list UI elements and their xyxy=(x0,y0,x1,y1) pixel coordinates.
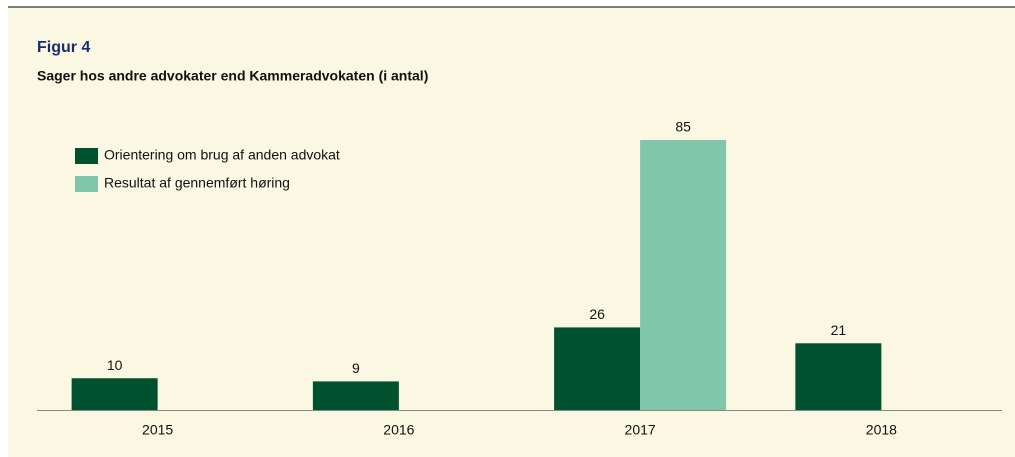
x-tick-label: 2018 xyxy=(866,422,897,438)
chart-title: Sager hos andre advokater end Kammeradvo… xyxy=(37,68,428,84)
legend-swatch xyxy=(75,148,98,164)
figure-label: Figur 4 xyxy=(37,39,90,56)
legend-swatch xyxy=(75,176,98,192)
value-label: 10 xyxy=(107,357,123,373)
bar xyxy=(312,381,399,410)
bar xyxy=(640,140,727,410)
value-label: 21 xyxy=(831,322,847,338)
x-tick-label: 2016 xyxy=(383,422,414,438)
value-label: 85 xyxy=(675,119,691,135)
legend-label: Orientering om brug af anden advokat xyxy=(104,147,340,163)
bar xyxy=(71,378,158,410)
x-tick-label: 2017 xyxy=(625,422,656,438)
value-label: 26 xyxy=(589,306,605,322)
value-label: 9 xyxy=(352,360,360,376)
bar xyxy=(795,343,882,410)
legend-label: Resultat af gennemført høring xyxy=(104,175,290,191)
bar xyxy=(554,327,641,410)
x-tick-label: 2015 xyxy=(142,422,173,438)
